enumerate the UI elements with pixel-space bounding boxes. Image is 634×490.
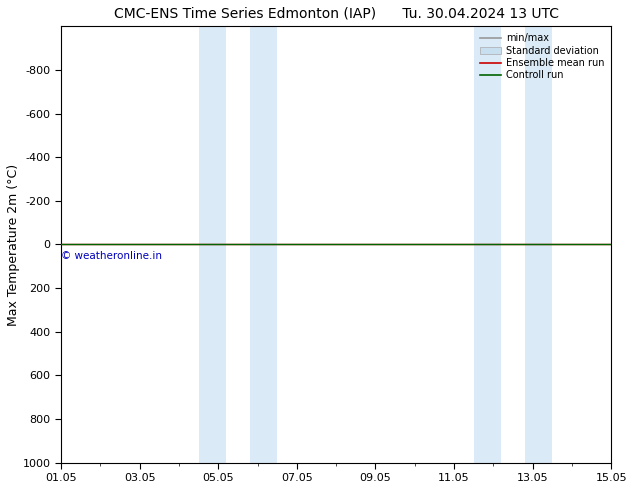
Text: © weatheronline.in: © weatheronline.in: [61, 251, 162, 261]
Y-axis label: Max Temperature 2m (°C): Max Temperature 2m (°C): [7, 163, 20, 325]
Bar: [525, 26, 552, 463]
Bar: [250, 26, 277, 463]
Title: CMC-ENS Time Series Edmonton (IAP)      Tu. 30.04.2024 13 UTC: CMC-ENS Time Series Edmonton (IAP) Tu. 3…: [113, 7, 559, 21]
Bar: [474, 26, 501, 463]
Bar: [198, 26, 226, 463]
Legend: min/max, Standard deviation, Ensemble mean run, Controll run: min/max, Standard deviation, Ensemble me…: [478, 31, 606, 82]
